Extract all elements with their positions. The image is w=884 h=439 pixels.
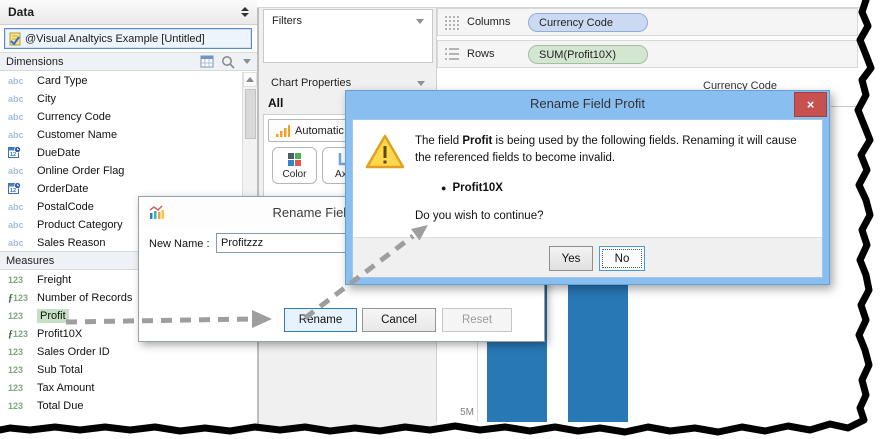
field-label: City: [37, 93, 56, 105]
field-label: Number of Records: [37, 292, 133, 304]
rows-shelf-icon: [445, 47, 459, 60]
columns-label: Columns: [467, 16, 511, 28]
svg-text:12: 12: [10, 152, 16, 158]
view-data-table-icon[interactable]: [200, 55, 214, 68]
field-city[interactable]: abc City: [0, 90, 242, 108]
confirm-dialog-footer: Yes No: [353, 237, 822, 277]
reset-button[interactable]: Reset: [442, 308, 512, 332]
rename-confirm-dialog: Rename Field Profit × The field Profit i…: [345, 90, 830, 285]
field-tax-amount[interactable]: 123 Tax Amount: [0, 379, 242, 397]
field-label: Customer Name: [37, 129, 118, 141]
field-label: Product Category: [37, 219, 123, 231]
datasource-note-icon: [9, 32, 21, 46]
text-type-icon: abc: [8, 166, 24, 176]
field-customer-name[interactable]: abc Customer Name: [0, 126, 242, 144]
scroll-up-icon[interactable]: [243, 72, 257, 87]
field-label: PostalCode: [37, 201, 94, 213]
color-squares-icon: [288, 152, 301, 166]
number-type-icon: 123: [8, 311, 24, 321]
bullet-icon: ●: [441, 183, 447, 193]
tab-all[interactable]: All: [268, 96, 284, 110]
datasource-name: @Visual Analtyics Example [Untitled]: [25, 32, 205, 45]
rows-label: Rows: [467, 48, 495, 60]
confirm-dialog-title: Rename Field Profit: [530, 96, 645, 111]
field-currency-code[interactable]: abc Currency Code: [0, 108, 242, 126]
filters-caret-icon[interactable]: [416, 18, 424, 24]
field-label: DueDate: [37, 147, 81, 159]
new-name-label: New Name :: [149, 238, 210, 250]
confirm-dialog-content: The field Profit is being used by the fo…: [352, 119, 823, 278]
close-icon[interactable]: ×: [794, 92, 827, 117]
color-button[interactable]: Color: [272, 147, 317, 184]
cancel-button[interactable]: Cancel: [362, 308, 436, 332]
scrollbar-thumb[interactable]: [245, 89, 256, 139]
color-label: Color: [282, 168, 307, 180]
field-sub-total[interactable]: 123 Sub Total: [0, 361, 242, 379]
text-type-icon: abc: [8, 202, 24, 212]
filters-label: Filters: [272, 15, 302, 27]
dimensions-label: Dimensions: [6, 55, 64, 68]
automatic-label: Automatic: [295, 124, 344, 137]
field-label: Freight: [37, 274, 72, 286]
no-button[interactable]: No: [599, 246, 645, 271]
number-type-icon: 123: [8, 383, 24, 393]
field-label: Profit: [37, 309, 69, 323]
field-label: Card Type: [37, 75, 88, 87]
bar-chart-icon: [276, 124, 290, 137]
y-axis-tick-label: 5M: [460, 407, 474, 418]
search-icon[interactable]: [221, 55, 236, 69]
field-label: Sales Order ID: [37, 346, 110, 358]
rename-button[interactable]: Rename: [284, 308, 357, 332]
text-type-icon: abc: [8, 220, 24, 230]
field-label: Online Order Flag: [37, 165, 125, 177]
date-type-icon: 12: [8, 181, 32, 197]
chart-properties-label: Chart Properties: [271, 77, 352, 89]
calculated-field-icon: ƒ123: [8, 328, 29, 340]
confirm-message: The field Profit is being used by the fo…: [415, 135, 797, 164]
text-type-icon: abc: [8, 130, 24, 140]
dimensions-header: Dimensions: [0, 52, 257, 71]
collapse-expand-icon[interactable]: [241, 7, 249, 17]
measures-label: Measures: [6, 254, 55, 267]
field-label: Sub Total: [37, 364, 83, 376]
pill-sum-profit10x[interactable]: SUM(Profit10X): [528, 45, 648, 64]
text-type-icon: abc: [8, 76, 24, 86]
chart-properties-caret-icon[interactable]: [417, 80, 425, 86]
text-type-icon: abc: [8, 112, 24, 122]
data-panel-title: Data: [8, 5, 35, 19]
number-type-icon: 123: [8, 401, 24, 411]
svg-text:12: 12: [10, 188, 16, 194]
date-type-icon: 12: [8, 145, 32, 161]
field-label: Total Due: [37, 400, 84, 412]
field-label: Profit10X: [37, 328, 83, 340]
dimensions-menu-caret-icon[interactable]: [243, 59, 251, 64]
referenced-field-item: ● Profit10X: [441, 182, 503, 194]
field-duedate[interactable]: 12 DueDate: [0, 144, 242, 162]
number-type-icon: 123: [8, 275, 24, 285]
data-connection-item[interactable]: @Visual Analtyics Example [Untitled]: [4, 28, 252, 49]
field-card-type[interactable]: abc Card Type: [0, 72, 242, 90]
data-panel-header[interactable]: Data: [0, 0, 257, 25]
warning-icon: [365, 134, 405, 169]
field-label: OrderDate: [37, 183, 89, 195]
field-label: Tax Amount: [37, 382, 95, 394]
calculated-field-icon: ƒ123: [8, 292, 29, 304]
number-type-icon: 123: [8, 347, 24, 357]
field-sales-order-id[interactable]: 123 Sales Order ID: [0, 343, 242, 361]
text-type-icon: abc: [8, 238, 24, 248]
field-label: Sales Reason: [37, 237, 106, 249]
field-label: Currency Code: [37, 111, 111, 123]
field-total-due[interactable]: 123 Total Due: [0, 397, 242, 415]
field-online-order-flag[interactable]: abc Online Order Flag: [0, 162, 242, 180]
yes-button[interactable]: Yes: [549, 246, 593, 271]
gridline: [831, 106, 859, 107]
filters-card[interactable]: Filters: [263, 9, 433, 63]
confirm-question: Do you wish to continue?: [415, 210, 544, 222]
pill-currency-code[interactable]: Currency Code: [528, 13, 648, 32]
number-type-icon: 123: [8, 365, 24, 375]
text-type-icon: abc: [8, 94, 24, 104]
columns-shelf-icon: [445, 15, 459, 30]
